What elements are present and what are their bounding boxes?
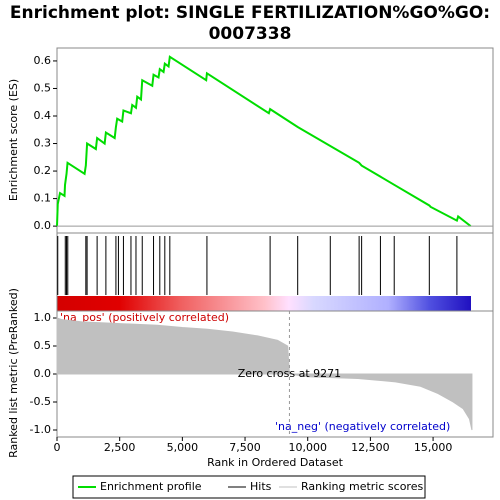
y2-tick-label: 0.0 [34,367,52,380]
y2-axis-label: Ranked list metric (PreRanked) [7,288,20,458]
y2-tick-label: -0.5 [30,395,51,408]
x-tick-label: 15,000 [414,441,453,454]
legend [72,475,426,499]
y-tick-label: 0.4 [34,109,52,122]
es-line [56,55,472,227]
y-tick-label: 0.3 [34,137,52,150]
y-tick-label: 0.5 [34,81,52,94]
y2-tick-label: 0.5 [34,339,52,352]
x-tick-label: 0 [54,441,61,454]
y-tick-label: 0.6 [34,54,52,67]
rank-color-band [57,296,471,311]
legend-items: Enrichment profile Hits Ranking metric sco… [78,480,423,493]
x-tick-label: 12,500 [351,441,390,454]
chart-title: 0007338 [209,24,292,44]
ranking-metric-area [56,317,473,431]
y-axis-label: Enrichment score (ES) [7,79,20,201]
annotation: 'na_pos' (positively correlated) [60,311,229,324]
y-tick-label: 0.2 [34,164,52,177]
y2-tick-label: 1.0 [34,311,52,324]
y2-tick-label: -1.0 [30,423,51,436]
y-tick-label: 0.1 [34,192,52,205]
annotation: 'na_neg' (negatively correlated) [275,420,450,433]
legend-label: Ranking metric scores [301,480,423,493]
legend-label: Enrichment profile [100,480,202,493]
x-tick-label: 7,500 [229,441,261,454]
x-tick-label: 5,000 [167,441,199,454]
zero-cross-label: Zero cross at 9271 [238,367,341,380]
chart-title: Enrichment plot: SINGLE FERTILIZATION%GO… [10,3,490,23]
x-tick-label: 2,500 [104,441,136,454]
legend-label: Hits [250,480,272,493]
x-axis-label: Rank in Ordered Dataset [207,456,344,469]
y-tick-label: 0.0 [34,219,52,232]
x-tick-label: 10,000 [288,441,327,454]
